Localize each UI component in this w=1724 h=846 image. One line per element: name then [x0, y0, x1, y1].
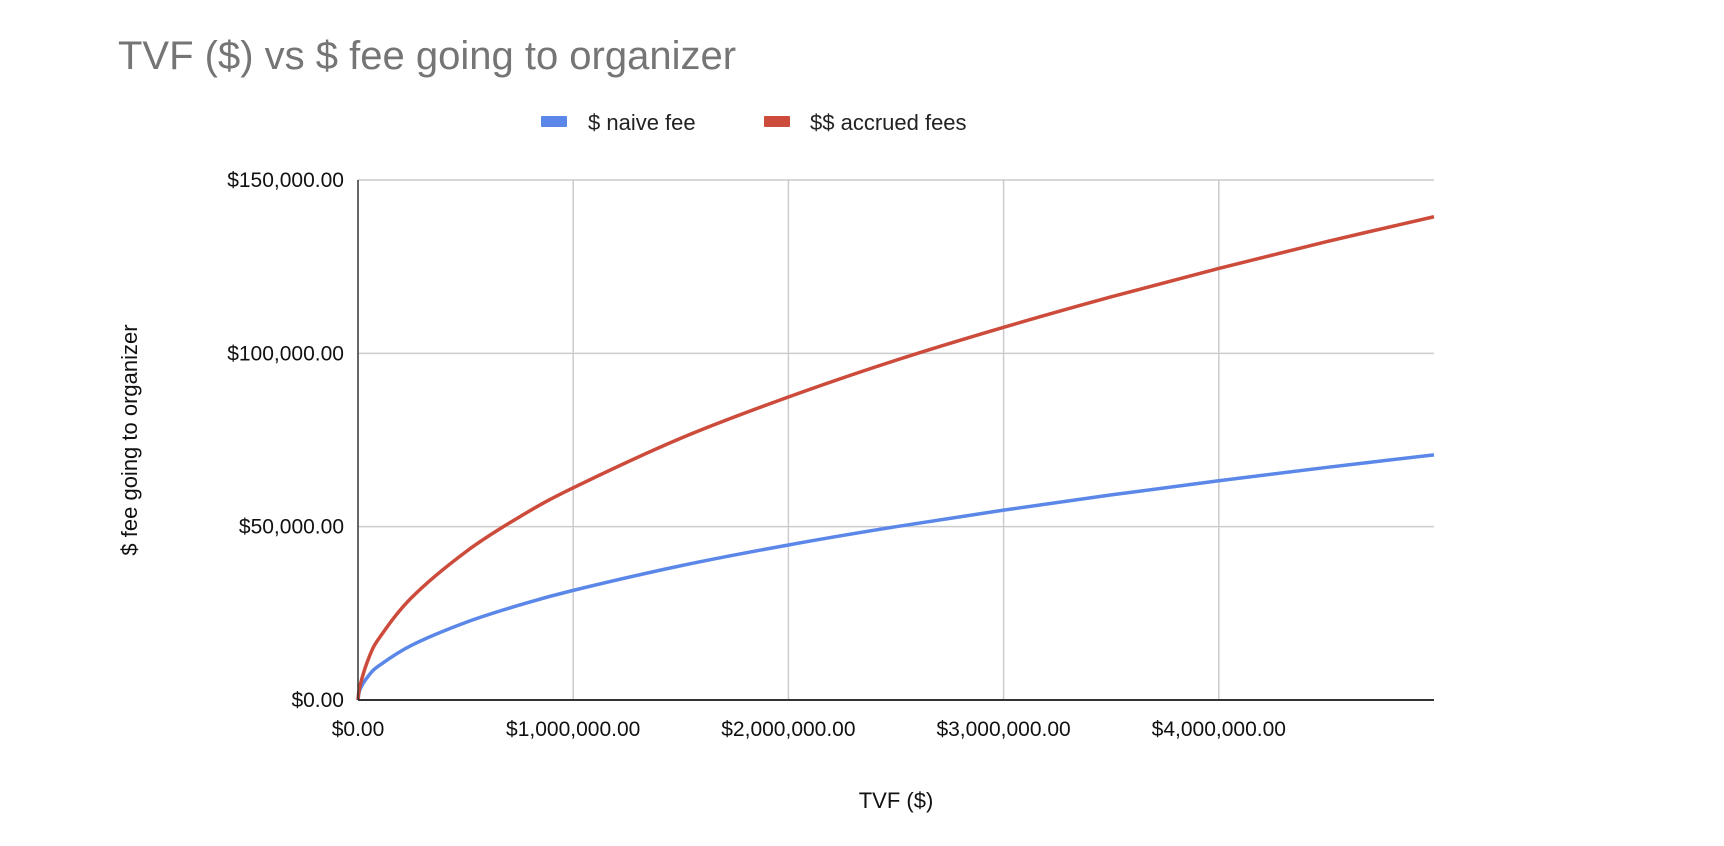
- x-tick-label: $2,000,000.00: [721, 718, 855, 741]
- series-lines: [356, 215, 1435, 701]
- legend-label-accrued-fees: $$ accrued fees: [810, 110, 967, 135]
- series-line-naive-fee: [356, 453, 1435, 701]
- x-axis-ticks: $0.00 $1,000,000.00 $2,000,000.00 $3,000,00…: [332, 718, 1286, 741]
- gridlines: [358, 179, 1434, 700]
- x-tick-label: $1,000,000.00: [506, 718, 640, 741]
- x-tick-label: $0.00: [332, 718, 385, 741]
- x-tick-label: $4,000,000.00: [1152, 718, 1286, 741]
- y-tick-label: $150,000.00: [227, 169, 344, 192]
- series-line-accrued-fees: [356, 215, 1435, 701]
- y-tick-label: $0.00: [291, 689, 344, 712]
- x-axis-label: TVF ($): [859, 788, 934, 813]
- x-tick-label: $3,000,000.00: [936, 718, 1070, 741]
- legend-swatch-accrued-fees: [764, 116, 790, 127]
- legend: $ naive fee $$ accrued fees: [541, 110, 967, 135]
- axes: [357, 180, 1434, 701]
- chart-title: TVF ($) vs $ fee going to organizer: [118, 34, 736, 78]
- y-axis-label: $ fee going to organizer: [117, 324, 142, 555]
- y-tick-label: $50,000.00: [239, 516, 344, 539]
- y-tick-label: $100,000.00: [227, 342, 344, 365]
- y-axis-ticks: $0.00 $50,000.00 $100,000.00 $150,000.00: [227, 169, 344, 712]
- legend-swatch-naive-fee: [541, 116, 567, 127]
- legend-label-naive-fee: $ naive fee: [588, 110, 696, 135]
